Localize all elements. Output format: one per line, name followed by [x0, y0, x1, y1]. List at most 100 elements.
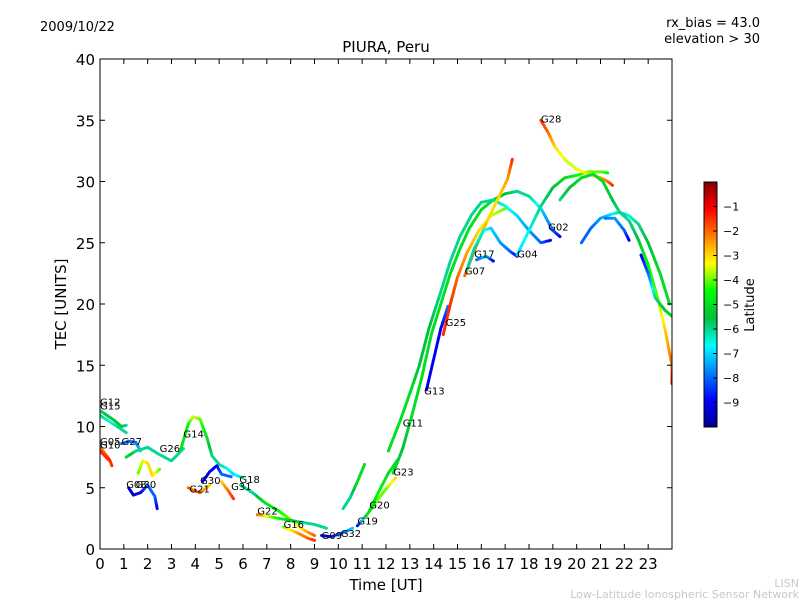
satellite-label: G16	[284, 520, 304, 531]
data-point	[241, 476, 245, 480]
data-point	[324, 526, 328, 530]
data-point	[313, 538, 316, 542]
data-point	[558, 235, 562, 239]
y-tick-label: 0	[85, 541, 95, 559]
satellite-label: G04	[517, 249, 537, 260]
satellite-label: G30	[200, 476, 220, 487]
y-tick-label: 25	[76, 235, 95, 253]
data-point	[124, 431, 128, 435]
satellite-track	[425, 304, 450, 392]
y-tick-label: 30	[76, 174, 95, 192]
data-point	[549, 238, 552, 242]
x-tick-label: 22	[615, 555, 634, 573]
colorbar-tick-label: −1	[723, 201, 739, 214]
satellite-label: G09	[322, 531, 342, 542]
x-tick-label: 13	[400, 555, 419, 573]
x-tick-label: 15	[448, 555, 467, 573]
x-tick-label: 10	[329, 555, 348, 573]
x-tick-label: 19	[543, 555, 562, 573]
satellite-track	[255, 513, 328, 530]
satellite-label: G26	[160, 444, 180, 455]
satellite-track	[282, 525, 316, 542]
x-tick-label: 7	[262, 555, 272, 573]
satellite-track	[127, 483, 159, 511]
x-tick-label: 18	[519, 555, 538, 573]
x-tick-label: 14	[424, 555, 443, 573]
date-label: 2009/10/22	[40, 20, 115, 35]
x-tick-label: 1	[119, 555, 129, 573]
data-point	[491, 259, 495, 263]
data-point	[351, 526, 355, 530]
colorbar-tick-label: −6	[723, 323, 739, 336]
satellite-label: G31	[231, 482, 251, 493]
x-tick-label: 11	[353, 555, 372, 573]
satellite-track	[603, 216, 631, 242]
satellite-track	[201, 464, 233, 484]
satellite-label: G11	[403, 419, 423, 430]
satellite-label: G21	[189, 485, 209, 496]
x-tick-label: 5	[214, 555, 224, 573]
data-point	[606, 171, 610, 175]
y-tick-label: 20	[76, 296, 95, 314]
x-tick-label: 16	[472, 555, 491, 573]
satellite-track	[239, 483, 316, 537]
satellite-track	[515, 170, 610, 257]
x-tick-label: 12	[376, 555, 395, 573]
satellite-label: G18	[239, 475, 259, 486]
chart-title: PIURA, Peru	[342, 38, 429, 56]
y-axis: 0 5 10 15 20 25 30 35 40	[76, 51, 672, 559]
satellite-track	[124, 445, 185, 463]
colorbar-tick-label: −9	[723, 397, 739, 410]
satellite-label: G13	[424, 387, 444, 398]
satellite-track	[475, 254, 495, 263]
satellite-track	[179, 415, 245, 480]
satellite-label: G32	[341, 529, 361, 540]
x-tick-label: 0	[95, 555, 105, 573]
data-point	[124, 423, 128, 427]
satellite-label: G10	[100, 441, 120, 452]
satellite-track	[341, 463, 366, 511]
satellite-track	[100, 414, 128, 435]
satellite-track	[136, 459, 162, 477]
colorbar-label: Latitude	[743, 278, 758, 332]
x-tick-label: 6	[238, 555, 248, 573]
x-tick-label: 21	[591, 555, 610, 573]
satellite-label: G22	[257, 507, 277, 518]
satellite-track	[579, 210, 672, 386]
data-point	[627, 238, 631, 242]
x-tick-label: 3	[167, 555, 177, 573]
data-point	[232, 497, 235, 501]
satellite-label: G28	[541, 115, 561, 126]
satellite-label: G15	[100, 401, 120, 412]
rx-bias-label: rx_bias = 43.0	[666, 16, 760, 31]
x-axis-label: Time [UT]	[348, 576, 422, 594]
x-tick-label: 17	[496, 555, 515, 573]
y-axis-label: TEC [UNITS]	[52, 259, 70, 351]
y-tick-label: 10	[76, 419, 95, 437]
data-point	[158, 467, 162, 471]
satellite-label: G14	[183, 430, 203, 441]
colorbar-tick-label: −5	[723, 299, 739, 312]
data-point	[363, 463, 366, 466]
data-point	[108, 459, 111, 463]
x-tick-label: 23	[639, 555, 658, 573]
satellite-track	[100, 409, 128, 428]
data-point	[229, 475, 233, 479]
y-tick-label: 35	[76, 112, 95, 130]
satellite-track	[465, 226, 519, 272]
data-point	[208, 483, 212, 487]
satellite-label: G12	[100, 398, 120, 409]
x-tick-label: 2	[143, 555, 153, 573]
x-tick-label: 4	[191, 555, 201, 573]
y-tick-label: 15	[76, 357, 95, 375]
data-point	[110, 464, 114, 468]
satellite-label: G05	[100, 437, 120, 448]
data-point	[610, 183, 614, 187]
colorbar-tick-label: −3	[723, 250, 739, 263]
satellite-track	[220, 480, 235, 501]
satellite-label: G27	[122, 437, 142, 448]
colorbar-tick-label: −4	[723, 274, 739, 287]
satellite-track	[558, 172, 672, 306]
